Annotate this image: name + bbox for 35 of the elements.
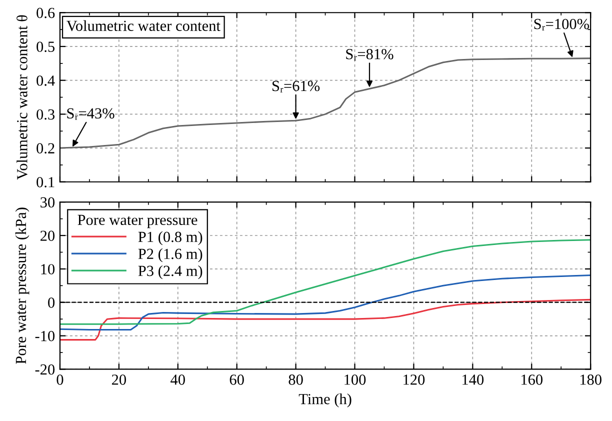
y-tick-label: 0.2 <box>36 143 54 154</box>
legend-label: P3 (2.4 m) <box>138 265 202 280</box>
line-series <box>60 298 591 341</box>
y-tick-label: 0.6 <box>36 8 55 18</box>
x-tick-label: 100 <box>344 374 366 385</box>
y-axis-title: Pore water pressure (kPa) <box>15 208 30 364</box>
y-tick-label: 30 <box>40 197 55 208</box>
x-tick-label: 160 <box>522 374 542 385</box>
legend-title: Pore water pressure <box>78 214 198 228</box>
y-axis-title: Volumetric water content θ <box>16 15 28 180</box>
x-tick-label: 40 <box>170 374 185 385</box>
x-tick-label: 80 <box>288 374 303 385</box>
y-tick-label: 0.5 <box>36 42 55 52</box>
x-tick-label: 20 <box>112 374 126 385</box>
legend-title: Volumetric water content <box>66 20 220 32</box>
y-tick-label: 0.4 <box>36 75 55 86</box>
y-tick-label: 0.3 <box>36 109 55 120</box>
x-tick-label: 120 <box>404 374 425 385</box>
legend-label: P1 (0.8 m) <box>138 231 202 246</box>
y-tick-label: 0.1 <box>36 177 54 188</box>
annotation: Sᵣ=43% <box>67 108 114 120</box>
legend-label: P2 (1.6 m) <box>138 248 202 262</box>
x-tick-label: 180 <box>580 374 602 385</box>
x-axis-title: Time (h) <box>298 393 352 408</box>
annotation: Sᵣ=81% <box>346 48 394 60</box>
x-tick-label: 0 <box>56 374 64 385</box>
y-tick-label: 0 <box>48 298 55 308</box>
annotation: Sᵣ=100% <box>534 18 590 30</box>
y-tick-label: 10 <box>41 264 55 274</box>
x-tick-label: 60 <box>230 374 244 385</box>
annotation: Sᵣ=61% <box>272 80 320 92</box>
y-tick-label: -10 <box>35 330 55 342</box>
y-tick-label: -20 <box>35 364 55 375</box>
y-tick-label: 20 <box>40 230 55 241</box>
x-tick-label: 140 <box>462 374 484 385</box>
